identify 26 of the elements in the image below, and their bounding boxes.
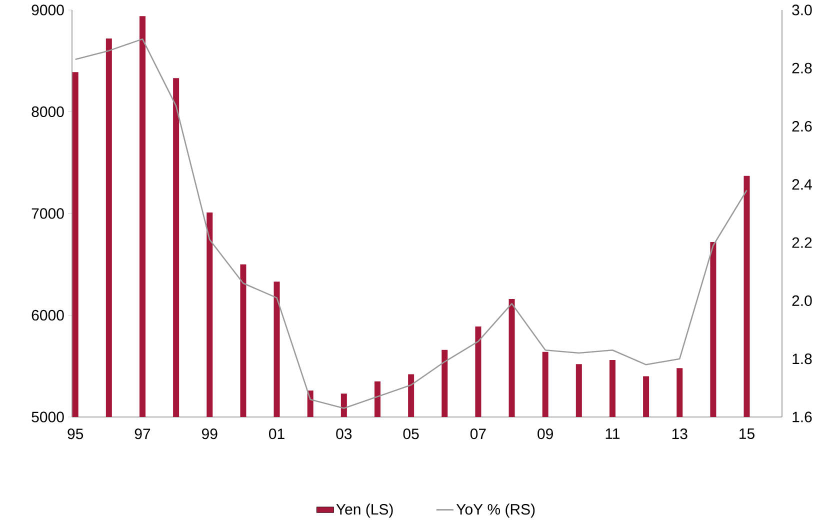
y-tick-label: 8000 [32,106,64,118]
y2-tick-label: 1.8 [792,354,812,364]
y-tick-label: 6000 [32,310,64,321]
x-tick-label: 09 [538,428,553,440]
x-tick-label: 13 [672,428,688,440]
y2-tick-label: 2.0 [792,295,812,306]
y2-tick-label: 2.8 [792,62,812,74]
x-tick-label: 07 [470,428,486,440]
y-tick-label: 7000 [32,208,64,219]
y-tick-label: 9000 [32,4,64,16]
y2-tick-label: 2.2 [792,237,812,248]
y2-tick-label: 2.4 [792,179,812,190]
x-tick-label: 99 [202,428,218,440]
x-tick-label: 11 [606,428,620,439]
y2-tick-label: 3.0 [792,4,812,16]
legend-label: Yen (LS) [336,504,393,518]
legend-label: YoY % (RS) [456,504,535,518]
x-tick-label: 05 [403,428,419,440]
y2-tick-label: 1.6 [792,412,812,422]
x-tick-label: 97 [134,428,150,440]
x-tick-label: 95 [68,428,84,440]
x-tick-label: 15 [740,428,754,439]
x-tick-label: 03 [336,428,352,440]
x-tick-label: 01 [269,428,284,440]
y2-tick-label: 2.6 [792,120,812,132]
y-tick-label: 5000 [32,412,64,422]
